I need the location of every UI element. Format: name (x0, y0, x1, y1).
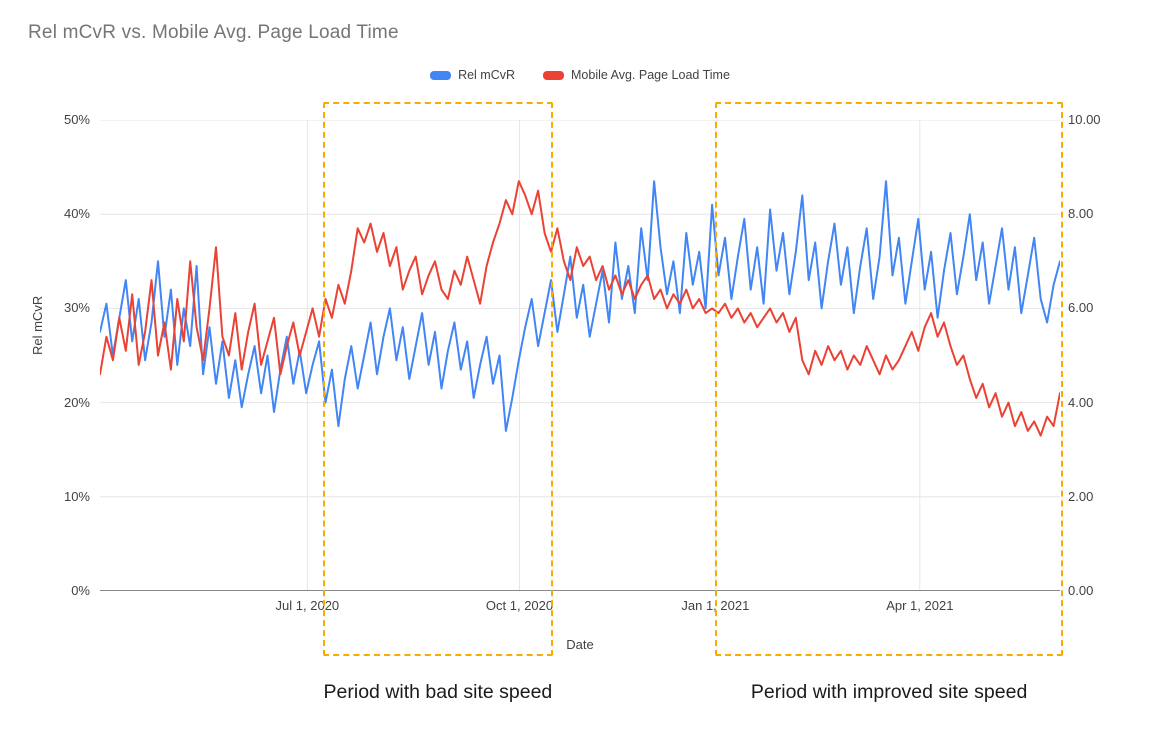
y-right-tick: 4.00 (1068, 394, 1094, 410)
legend-label-page-load-time: Mobile Avg. Page Load Time (571, 68, 730, 82)
highlight-region-1 (715, 102, 1063, 656)
y-left-tick: 40% (63, 206, 90, 222)
highlight-region-label-1: Period with improved site speed (750, 681, 1028, 703)
y-left-tick: 50% (63, 112, 90, 127)
y-right-tick: 2.00 (1068, 488, 1094, 504)
legend: Rel mCvR Mobile Avg. Page Load Time (100, 68, 1060, 82)
y-right-tick: 10.00 (1068, 112, 1101, 127)
x-tick: Oct 1, 2020 (485, 598, 554, 613)
series-line-0 (100, 180, 1060, 432)
series-line-1 (100, 180, 1060, 437)
legend-swatch-page-load-time (543, 70, 565, 80)
y-left-tick: 10% (63, 488, 90, 504)
chart-title: Rel mCvR vs. Mobile Avg. Page Load Time (28, 22, 399, 43)
x-tick: Apr 1, 2021 (886, 598, 954, 613)
legend-item-page-load-time[interactable]: Mobile Avg. Page Load Time (543, 68, 730, 82)
x-axis-title: Date (566, 637, 594, 652)
legend-label-rel-mcvr: Rel mCvR (458, 68, 516, 82)
legend-item-rel-mcvr[interactable]: Rel mCvR (430, 68, 515, 82)
y-right-tick: 8.00 (1068, 206, 1094, 222)
y-right-tick: 6.00 (1068, 300, 1094, 316)
y-left-tick: 20% (63, 394, 90, 410)
highlight-region-0 (322, 102, 554, 656)
y-left-tick: 0% (71, 583, 90, 598)
y-left-tick: 30% (63, 300, 90, 316)
legend-swatch-rel-mcvr (430, 70, 452, 80)
y-right-tick: 0.00 (1068, 583, 1094, 598)
highlight-region-label-0: Period with bad site speed (323, 681, 553, 703)
